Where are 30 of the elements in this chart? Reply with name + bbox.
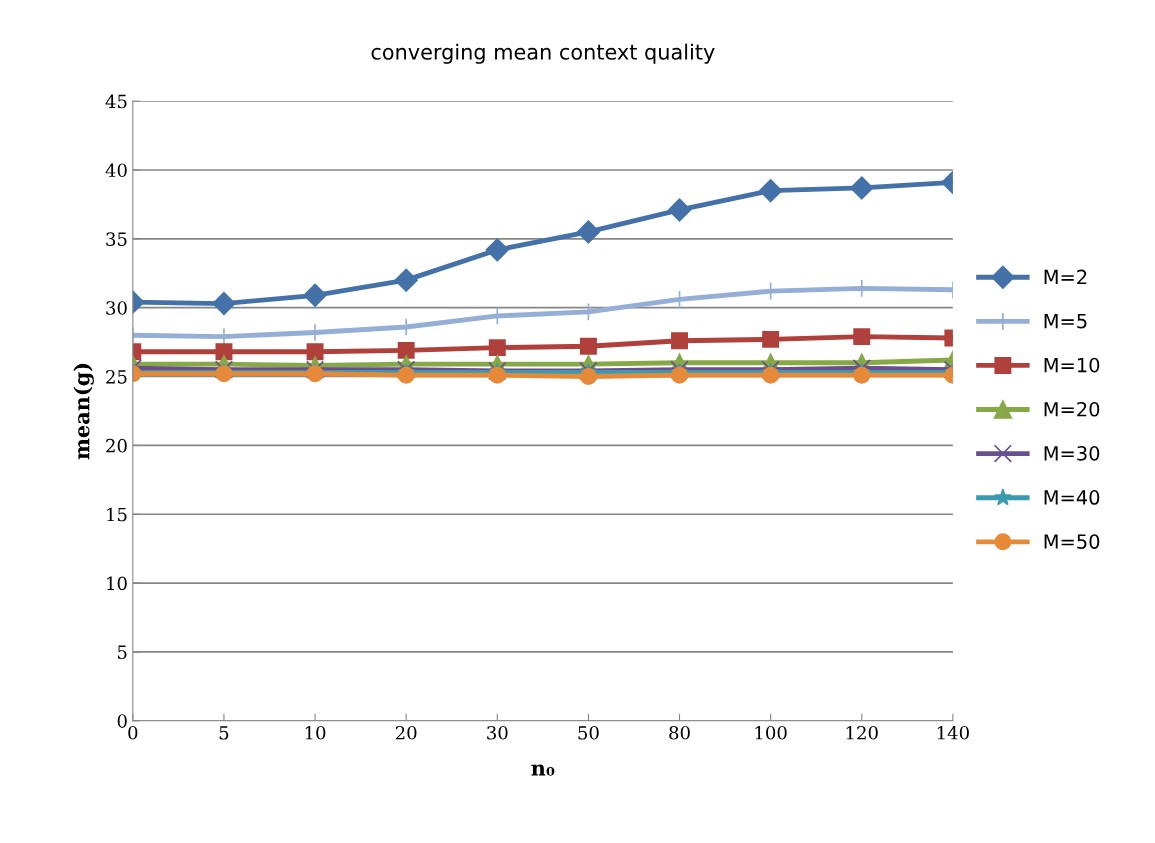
y-tick-label: 35	[106, 232, 127, 246]
chart-title: converging mean context quality	[371, 43, 715, 64]
legend-label: M=50	[1044, 534, 1100, 549]
legend-label: M=5	[1044, 313, 1087, 329]
x-tick-label: 100	[755, 725, 787, 740]
legend-label: M=10	[1044, 357, 1100, 373]
x-axis-title: n₀	[531, 764, 555, 776]
x-tick-label: 5	[219, 726, 229, 740]
x-tick-label: 140	[937, 725, 969, 740]
x-tick-label: 10	[305, 725, 326, 740]
legend-label: M=30	[1044, 445, 1100, 461]
legend-label: M=2	[1044, 269, 1087, 285]
y-tick-label: 30	[106, 301, 127, 315]
y-tick-label: 40	[105, 163, 127, 178]
x-tick-label: 0	[128, 725, 138, 740]
x-tick-label: 50	[578, 725, 599, 740]
y-tick-label: 45	[105, 94, 127, 109]
y-axis-title: mean(g)	[73, 363, 94, 460]
y-tick-label: 0	[117, 714, 127, 728]
y-tick-label: 15	[107, 507, 127, 522]
x-tick-label: 120	[846, 725, 878, 740]
legend-label: M=20	[1044, 401, 1100, 417]
y-tick-label: 20	[106, 438, 127, 453]
y-tick-label: 25	[106, 370, 127, 384]
x-tick-label: 20	[395, 725, 417, 740]
x-tick-label: 30	[487, 725, 508, 740]
legend-label: M=40	[1044, 490, 1100, 505]
x-tick-label: 80	[669, 725, 690, 740]
y-tick-label: 5	[118, 645, 127, 660]
y-tick-label: 10	[107, 576, 127, 591]
